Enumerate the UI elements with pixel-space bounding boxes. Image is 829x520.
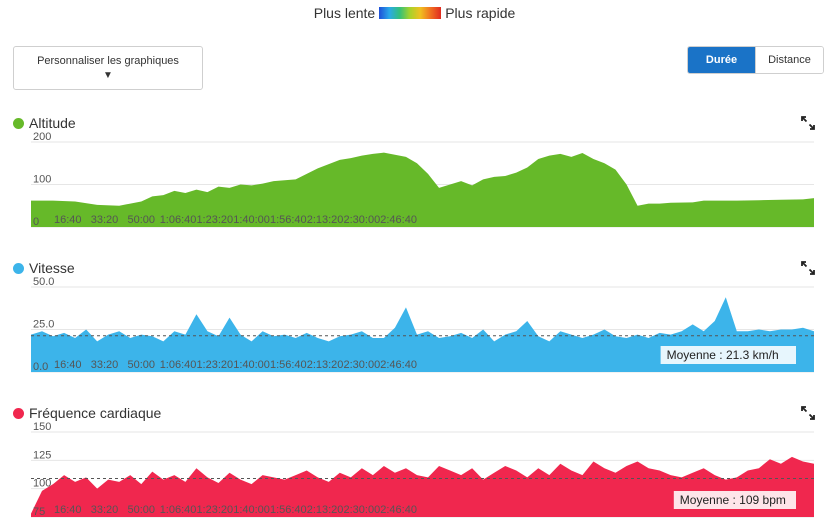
caret-down-icon: ▼ (103, 70, 113, 81)
x-tick-label: 16:40 (54, 359, 82, 371)
y-tick-label: 100 (33, 478, 51, 490)
series-area (31, 297, 814, 372)
x-tick-label: 1:56:40 (270, 214, 307, 226)
speed-title-label: Vitesse (29, 260, 75, 276)
series-area (31, 456, 814, 517)
speed-gradient-bar (379, 7, 442, 19)
y-tick-label: 125 (33, 449, 51, 461)
x-tick-label: 1:40:00 (233, 504, 270, 516)
average-label: Moyenne : 109 bpm (680, 493, 786, 507)
altitude-chart-title: Altitude (13, 115, 76, 131)
speed-dot-icon (13, 262, 24, 274)
x-tick-label: 2:46:40 (380, 214, 417, 226)
x-tick-label: 33:20 (91, 214, 119, 226)
x-tick-label: 16:40 (54, 504, 82, 516)
x-tick-label: 1:23:20 (196, 359, 233, 371)
x-tick-label: 50:00 (128, 504, 156, 516)
speed-chart: 0.0 25.0 50.0 16:40 33:20 50:00 1:06:40 1:23:20… (31, 276, 814, 373)
customize-charts-dropdown[interactable]: Personnaliser les graphiques ▼ (13, 46, 203, 90)
speed-chart-title: Vitesse (13, 260, 75, 276)
heart-rate-chart: 75 100 125 150 16:40 33:20 50:00 1:06:40 1:23:20… (31, 421, 814, 518)
x-tick-label: 1:56:40 (270, 359, 307, 371)
altitude-dot-icon (13, 117, 24, 129)
heart-rate-chart-title: Fréquence cardiaque (13, 405, 161, 421)
expand-icon[interactable] (801, 261, 815, 275)
y-tick-label: 25.0 (33, 319, 54, 331)
y-tick-label: 100 (33, 174, 51, 186)
y-tick-label: 0 (33, 216, 39, 228)
heart-rate-title-label: Fréquence cardiaque (29, 405, 162, 421)
x-tick-label: 33:20 (91, 359, 119, 371)
x-tick-label: 2:30:00 (343, 214, 380, 226)
average-label-box (660, 346, 796, 364)
legend-slow-label: Plus lente (313, 5, 376, 21)
x-tick-label: 16:40 (54, 214, 82, 226)
x-tick-label: 2:13:20 (307, 504, 344, 516)
series-area (31, 152, 814, 227)
expand-icon[interactable] (801, 116, 815, 130)
x-tick-label: 1:06:40 (160, 359, 197, 371)
x-tick-label: 1:06:40 (160, 214, 197, 226)
y-tick-label: 75 (33, 506, 45, 518)
x-tick-label: 2:13:20 (307, 359, 344, 371)
x-tick-label: 2:30:00 (343, 359, 380, 371)
x-tick-label: 1:23:20 (196, 504, 233, 516)
x-tick-label: 50:00 (128, 359, 156, 371)
average-label: Moyenne : 21.3 km/h (667, 348, 779, 362)
legend-fast-label: Plus rapide (445, 5, 516, 21)
customize-charts-label: Personnaliser les graphiques (37, 55, 179, 67)
y-tick-label: 50.0 (33, 276, 54, 288)
x-tick-label: 2:46:40 (380, 504, 417, 516)
x-tick-label: 50:00 (128, 214, 156, 226)
axis-mode-toggle[interactable]: Durée Distance (687, 46, 824, 74)
y-tick-label: 200 (33, 131, 51, 143)
duration-button[interactable]: Durée (688, 47, 755, 73)
heart-rate-dot-icon (13, 407, 24, 419)
x-tick-label: 2:30:00 (343, 504, 380, 516)
x-tick-label: 2:46:40 (380, 359, 417, 371)
x-tick-label: 1:06:40 (160, 504, 197, 516)
x-tick-label: 1:23:20 (196, 214, 233, 226)
x-tick-label: 33:20 (91, 504, 119, 516)
altitude-chart: 0 100 200 16:40 33:20 50:00 1:06:40 1:23:20 1:40… (31, 131, 814, 228)
average-label-box (673, 491, 796, 509)
y-tick-label: 0.0 (33, 361, 48, 373)
expand-icon[interactable] (801, 406, 815, 420)
speed-color-legend: Plus lente Plus rapide (0, 5, 829, 21)
distance-button[interactable]: Distance (755, 47, 823, 73)
x-tick-label: 1:56:40 (270, 504, 307, 516)
x-tick-label: 1:40:00 (233, 214, 270, 226)
y-tick-label: 150 (33, 421, 51, 433)
x-tick-label: 1:40:00 (233, 359, 270, 371)
altitude-title-label: Altitude (29, 115, 76, 131)
x-tick-label: 2:13:20 (307, 214, 344, 226)
